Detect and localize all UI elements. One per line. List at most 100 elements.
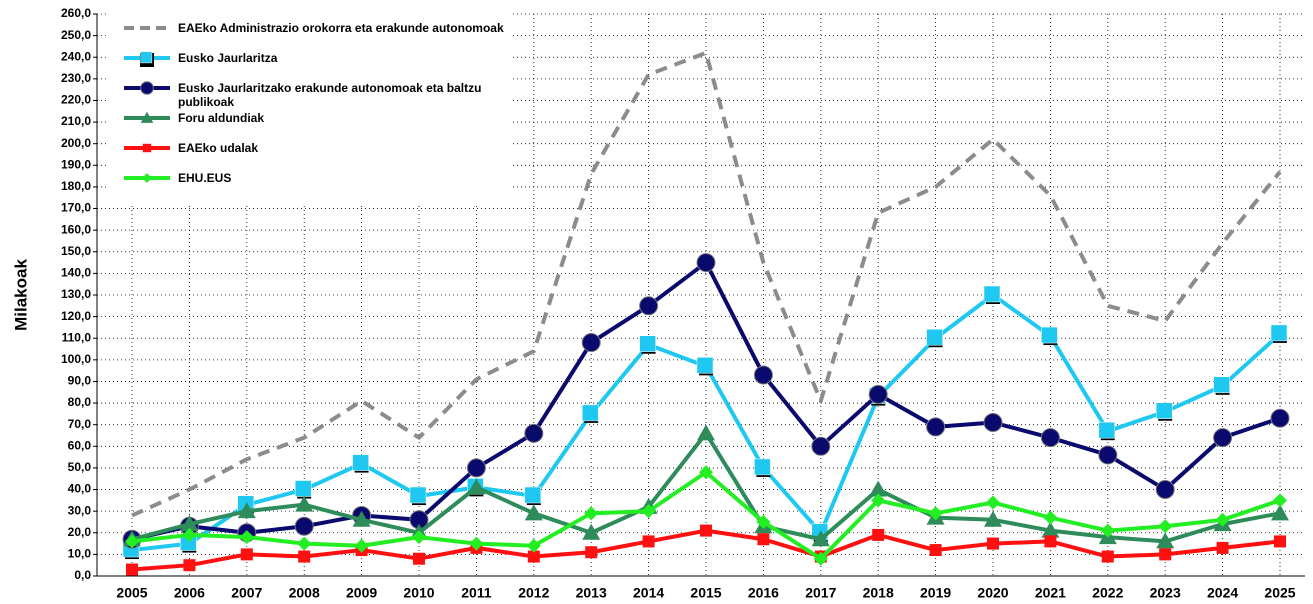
marker xyxy=(639,335,656,352)
marker xyxy=(585,546,598,559)
y-tick-label: 70,0 xyxy=(68,417,92,431)
y-tick-label: 150,0 xyxy=(61,244,91,258)
x-tick-label: 2020 xyxy=(977,585,1008,601)
marker xyxy=(1044,535,1057,548)
y-tick-label: 230,0 xyxy=(61,71,91,85)
x-tick-label: 2022 xyxy=(1092,585,1123,601)
marker xyxy=(984,510,1002,527)
marker xyxy=(413,552,425,565)
series xyxy=(122,253,1290,549)
marker xyxy=(297,536,312,551)
marker xyxy=(140,81,154,95)
marker xyxy=(868,384,888,404)
marker xyxy=(354,538,369,553)
marker xyxy=(811,530,830,547)
x-tick-label: 2025 xyxy=(1264,585,1295,601)
x-tick-label: 2016 xyxy=(748,585,779,601)
y-tick-label: 20,0 xyxy=(68,525,92,539)
marker xyxy=(1270,324,1288,342)
marker xyxy=(757,533,770,546)
legend-label: EAEko Administrazio orokorra eta erakund… xyxy=(178,21,504,35)
marker xyxy=(697,424,715,441)
y-tick-label: 60,0 xyxy=(68,438,92,452)
marker xyxy=(524,486,542,504)
x-tick-label: 2011 xyxy=(461,585,492,601)
y-tick-label: 120,0 xyxy=(61,309,91,323)
y-tick-label: 200,0 xyxy=(61,136,91,150)
x-tick-label: 2015 xyxy=(690,585,721,601)
marker xyxy=(1213,376,1230,394)
marker xyxy=(869,480,888,497)
marker xyxy=(140,51,153,64)
series xyxy=(122,285,1288,560)
marker xyxy=(696,253,716,273)
marker xyxy=(469,536,484,551)
y-tick-label: 100,0 xyxy=(61,352,91,366)
marker xyxy=(409,486,427,504)
marker xyxy=(1158,519,1173,534)
marker xyxy=(1216,541,1229,554)
y-tick-label: 250,0 xyxy=(61,28,91,42)
marker xyxy=(1273,493,1287,508)
marker xyxy=(524,423,544,443)
y-tick-label: 90,0 xyxy=(68,374,92,388)
marker xyxy=(352,454,369,471)
marker xyxy=(1270,408,1290,428)
marker xyxy=(1271,504,1289,521)
y-tick-label: 220,0 xyxy=(61,93,91,107)
marker xyxy=(295,495,314,512)
y-tick-label: 210,0 xyxy=(61,114,91,128)
marker xyxy=(756,514,771,529)
marker xyxy=(180,515,199,532)
x-tick-label: 2012 xyxy=(518,585,549,601)
x-tick-label: 2005 xyxy=(116,585,147,601)
marker xyxy=(524,504,543,521)
marker xyxy=(696,357,714,374)
x-tick-label: 2008 xyxy=(289,585,320,601)
marker xyxy=(1043,510,1058,525)
x-tick-label: 2009 xyxy=(346,585,377,601)
marker xyxy=(929,544,942,557)
x-tick-label: 2019 xyxy=(920,585,951,601)
marker xyxy=(140,111,154,123)
marker xyxy=(294,480,312,497)
marker xyxy=(1098,421,1116,439)
y-tick-label: 80,0 xyxy=(68,395,92,409)
marker xyxy=(581,404,599,422)
marker xyxy=(527,550,540,563)
marker xyxy=(467,478,486,495)
marker xyxy=(872,528,885,541)
series xyxy=(131,50,1282,518)
y-tick-label: 240,0 xyxy=(61,49,91,63)
y-tick-label: 30,0 xyxy=(68,503,92,517)
marker xyxy=(142,173,152,183)
marker xyxy=(1155,480,1175,500)
y-tick-label: 0,0 xyxy=(74,568,91,582)
marker xyxy=(1155,402,1173,419)
marker xyxy=(294,516,314,536)
legend-label: Eusko Jaurlaritza xyxy=(178,51,278,65)
marker xyxy=(983,285,1001,303)
y-tick-label: 110,0 xyxy=(62,330,92,344)
x-tick-label: 2021 xyxy=(1035,585,1066,601)
x-tick-label: 2006 xyxy=(174,585,205,601)
marker xyxy=(639,296,659,316)
marker xyxy=(1274,535,1286,548)
marker xyxy=(986,495,1000,510)
marker xyxy=(1098,445,1118,465)
marker xyxy=(928,506,943,521)
marker xyxy=(1041,521,1060,538)
y-tick-label: 170,0 xyxy=(61,201,91,215)
marker xyxy=(466,458,486,478)
marker xyxy=(142,143,152,153)
marker xyxy=(1213,428,1233,448)
marker xyxy=(126,563,138,576)
marker xyxy=(699,465,713,480)
marker xyxy=(926,328,943,346)
marker xyxy=(983,413,1003,433)
marker xyxy=(641,504,656,519)
marker xyxy=(753,365,773,385)
marker xyxy=(352,510,371,527)
marker xyxy=(182,527,197,542)
